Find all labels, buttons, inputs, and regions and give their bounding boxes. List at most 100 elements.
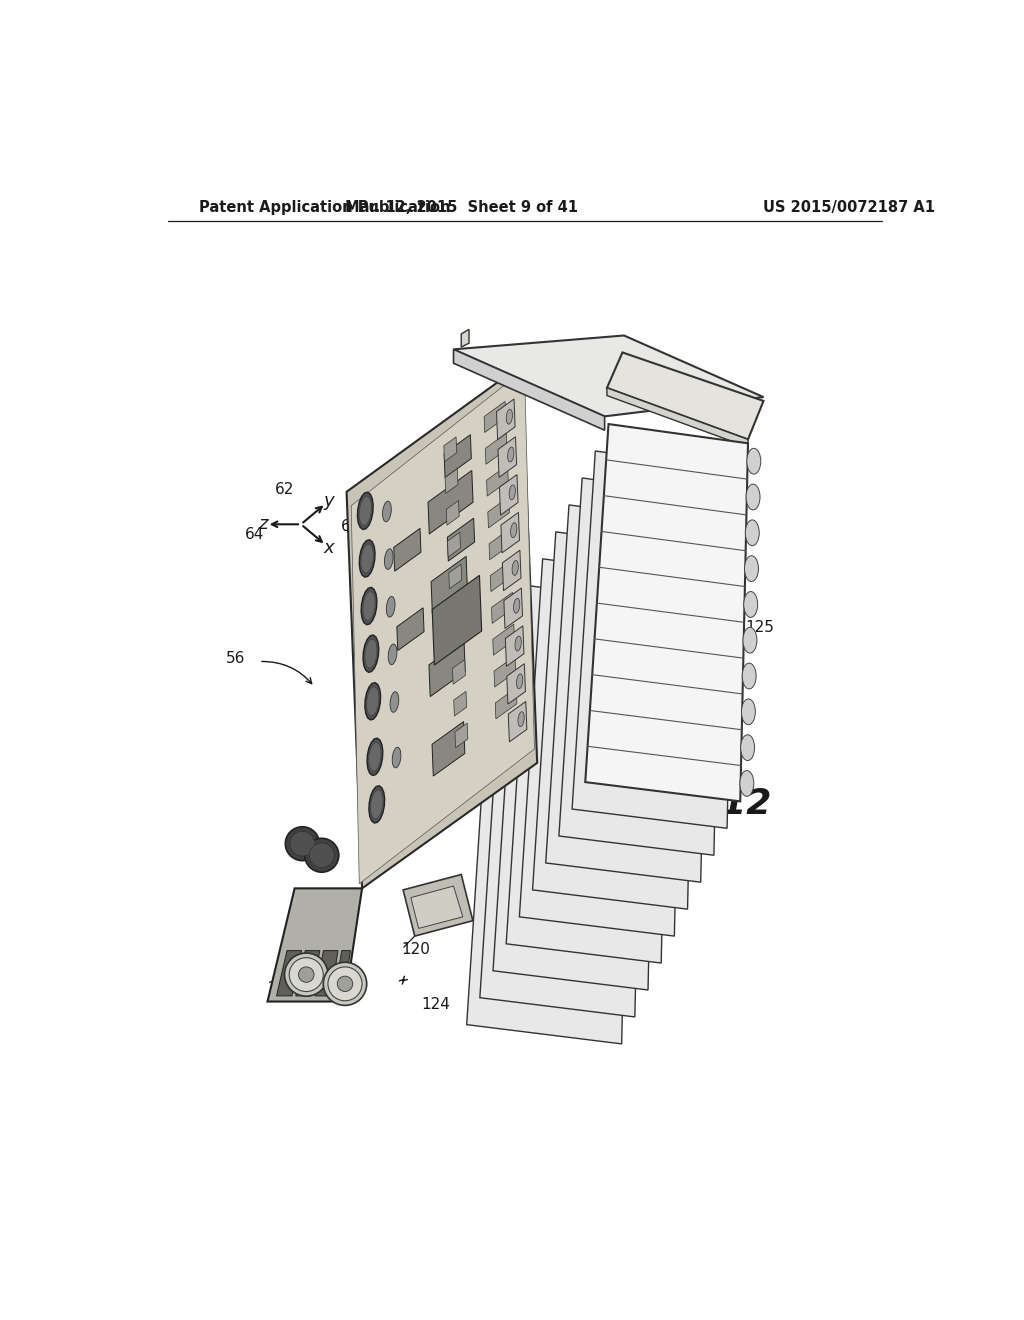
Polygon shape [508,447,514,462]
Text: 124: 124 [422,997,451,1011]
Polygon shape [390,692,398,713]
Text: FIG. 12: FIG. 12 [628,787,771,821]
Polygon shape [506,586,669,964]
Polygon shape [361,544,374,573]
Polygon shape [392,747,401,768]
Polygon shape [453,660,465,684]
Polygon shape [508,701,527,742]
Text: z: z [258,515,267,533]
Polygon shape [403,875,473,936]
Text: 26: 26 [674,560,693,574]
Polygon shape [516,675,523,689]
Ellipse shape [743,627,757,653]
Polygon shape [490,561,512,591]
Polygon shape [485,433,507,465]
Ellipse shape [742,663,756,689]
Polygon shape [546,506,709,882]
Polygon shape [454,350,604,430]
Polygon shape [365,682,381,719]
Polygon shape [351,370,535,884]
Text: 24: 24 [267,981,287,997]
Polygon shape [383,502,391,521]
Ellipse shape [745,520,759,545]
Text: 60: 60 [341,519,360,533]
Polygon shape [346,364,538,888]
Polygon shape [447,532,461,557]
Polygon shape [496,688,517,719]
Polygon shape [315,950,338,995]
Polygon shape [455,723,468,748]
Polygon shape [411,886,463,928]
Polygon shape [397,607,424,651]
Polygon shape [296,950,319,995]
Polygon shape [497,399,515,440]
Polygon shape [445,469,458,494]
Polygon shape [359,540,375,577]
Polygon shape [394,528,421,572]
Polygon shape [489,529,511,560]
Text: x: x [324,539,334,557]
Polygon shape [450,595,463,620]
Circle shape [324,962,367,1006]
Polygon shape [480,640,643,1016]
Polygon shape [519,558,682,936]
Polygon shape [504,587,522,628]
Text: 64: 64 [245,527,264,543]
Circle shape [328,966,362,1001]
Polygon shape [501,512,519,553]
Text: 122: 122 [301,949,330,964]
Polygon shape [509,484,515,500]
Polygon shape [452,628,464,652]
Polygon shape [486,465,508,496]
Polygon shape [494,656,516,686]
Polygon shape [367,738,383,775]
Polygon shape [431,556,467,614]
Polygon shape [511,523,517,537]
Polygon shape [447,519,474,561]
Polygon shape [607,352,764,440]
Polygon shape [359,496,372,525]
Circle shape [337,977,352,991]
Polygon shape [362,591,375,620]
Text: Mar. 12, 2015  Sheet 9 of 41: Mar. 12, 2015 Sheet 9 of 41 [345,199,578,215]
Polygon shape [512,561,518,576]
Polygon shape [428,470,473,535]
Polygon shape [484,401,506,433]
Polygon shape [506,626,524,667]
Ellipse shape [744,556,759,582]
Text: 125: 125 [745,620,774,635]
Text: 123: 123 [628,474,656,490]
Polygon shape [487,496,510,528]
Polygon shape [461,330,469,347]
Polygon shape [365,639,377,668]
Polygon shape [429,640,465,697]
Ellipse shape [746,484,760,510]
Polygon shape [572,451,735,829]
Polygon shape [384,549,393,569]
Text: US 2015/0072187 A1: US 2015/0072187 A1 [763,199,935,215]
Polygon shape [559,478,722,855]
Circle shape [299,966,314,982]
Polygon shape [386,597,395,618]
Polygon shape [443,437,457,462]
Polygon shape [371,789,383,818]
Polygon shape [267,888,362,1002]
Polygon shape [493,624,514,655]
Ellipse shape [740,735,755,760]
Ellipse shape [746,449,761,474]
Ellipse shape [741,700,756,725]
Polygon shape [367,686,379,715]
Polygon shape [498,437,516,478]
Polygon shape [334,950,350,995]
Polygon shape [493,612,655,990]
Circle shape [286,826,319,861]
Polygon shape [357,492,373,529]
Polygon shape [446,500,459,525]
Polygon shape [369,742,381,771]
Polygon shape [500,475,518,515]
Polygon shape [361,587,377,624]
Circle shape [309,843,334,867]
Polygon shape [454,335,764,416]
Polygon shape [369,785,385,824]
Polygon shape [506,409,512,424]
